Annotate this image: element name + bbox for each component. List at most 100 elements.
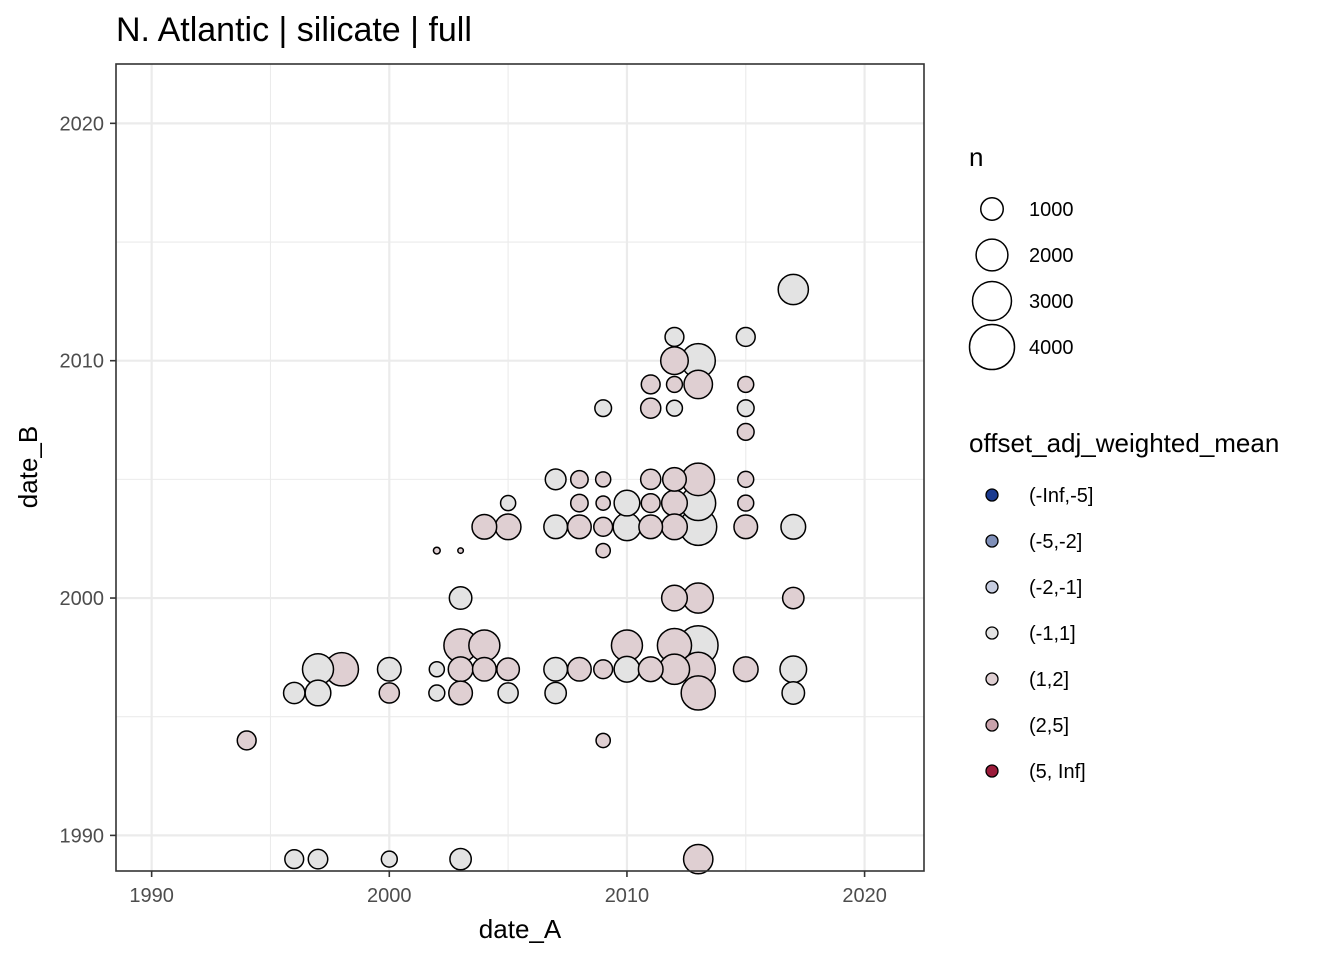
y-axis-ticks: 1990 2000 2010 2020 bbox=[60, 113, 116, 847]
size-legend-label: 4000 bbox=[1029, 337, 1074, 359]
data-point bbox=[660, 513, 689, 541]
color-legend-label: (-1,1] bbox=[1029, 623, 1076, 645]
x-tick-label: 2010 bbox=[605, 885, 650, 907]
data-point bbox=[780, 513, 807, 540]
color-legend: offset_adj_weighted_mean (-Inf,-5] (-5,-2… bbox=[969, 428, 1279, 783]
chart-title: N. Atlantic | silicate | full bbox=[116, 11, 472, 49]
data-point bbox=[566, 514, 592, 540]
data-point bbox=[732, 656, 759, 683]
data-point bbox=[781, 680, 806, 705]
size-legend-key bbox=[971, 280, 1013, 322]
data-point bbox=[777, 273, 810, 306]
data-point bbox=[428, 660, 446, 678]
data-point bbox=[282, 681, 306, 705]
data-point bbox=[595, 542, 612, 559]
color-legend-key bbox=[985, 580, 999, 594]
color-legend-label: (-2,-1] bbox=[1029, 577, 1082, 599]
data-point bbox=[304, 679, 332, 707]
data-point bbox=[595, 495, 612, 511]
data-point bbox=[593, 516, 614, 538]
data-point bbox=[428, 684, 446, 702]
data-point bbox=[471, 656, 497, 682]
size-legend-key bbox=[980, 197, 1004, 221]
data-point bbox=[639, 468, 662, 491]
data-point bbox=[494, 513, 522, 541]
data-point bbox=[736, 399, 755, 418]
data-point bbox=[457, 547, 465, 555]
data-point bbox=[781, 586, 805, 610]
color-legend-label: (-5,-2] bbox=[1029, 531, 1082, 553]
data-point bbox=[544, 681, 568, 705]
data-point bbox=[779, 655, 808, 684]
x-tick-label: 2020 bbox=[842, 885, 887, 907]
panel-background bbox=[116, 64, 924, 871]
data-point bbox=[544, 468, 567, 491]
data-point bbox=[595, 732, 612, 749]
data-point bbox=[640, 374, 661, 395]
data-point bbox=[236, 730, 257, 751]
data-point bbox=[380, 850, 398, 868]
data-point bbox=[683, 369, 714, 400]
y-axis-title: date_B bbox=[13, 426, 43, 508]
data-point bbox=[638, 514, 664, 540]
color-legend-keys: (-Inf,-5] (-5,-2] (-2,-1] (-1,1] (1,2] (2,5] (… bbox=[985, 485, 1093, 783]
data-point bbox=[736, 422, 755, 441]
color-legend-label: (2,5] bbox=[1029, 715, 1069, 737]
data-point bbox=[543, 514, 569, 540]
color-legend-key bbox=[985, 764, 999, 778]
data-point bbox=[680, 675, 717, 711]
x-tick-label: 2000 bbox=[367, 885, 412, 907]
color-legend-key bbox=[985, 626, 999, 640]
data-point bbox=[639, 397, 662, 419]
data-point bbox=[637, 656, 664, 683]
data-point bbox=[448, 586, 473, 611]
data-point bbox=[665, 399, 684, 417]
data-point bbox=[468, 629, 501, 662]
x-axis-title: date_A bbox=[479, 914, 562, 944]
data-point bbox=[543, 656, 569, 682]
major-gridlines bbox=[116, 64, 924, 871]
data-point bbox=[612, 512, 642, 542]
data-point bbox=[613, 489, 641, 517]
data-point bbox=[432, 546, 441, 555]
color-legend-key bbox=[985, 718, 999, 732]
color-legend-label: (1,2] bbox=[1029, 669, 1069, 691]
data-point bbox=[594, 399, 613, 418]
size-legend-label: 2000 bbox=[1029, 245, 1074, 267]
data-point bbox=[735, 326, 756, 348]
x-tick-label: 1990 bbox=[129, 885, 174, 907]
data-point bbox=[660, 584, 689, 612]
data-point bbox=[640, 492, 661, 514]
y-tick-label: 2000 bbox=[60, 588, 105, 610]
data-point bbox=[737, 470, 755, 489]
data-point bbox=[569, 493, 589, 513]
data-point bbox=[307, 848, 329, 870]
minor-gridlines bbox=[116, 64, 924, 871]
size-legend-label: 3000 bbox=[1029, 291, 1074, 313]
data-point bbox=[497, 682, 519, 704]
data-point bbox=[659, 346, 689, 376]
size-legend-key bbox=[968, 323, 1016, 371]
color-legend-key bbox=[985, 488, 999, 502]
size-legend-key bbox=[975, 238, 1009, 272]
data-point bbox=[569, 469, 589, 489]
y-tick-label: 2020 bbox=[60, 113, 105, 135]
data-point bbox=[566, 656, 592, 682]
data-point bbox=[665, 375, 684, 394]
color-legend-key bbox=[985, 534, 999, 548]
data-point bbox=[737, 375, 755, 394]
data-point bbox=[594, 471, 612, 488]
data-point bbox=[737, 494, 755, 512]
data-point bbox=[613, 655, 641, 683]
y-tick-label: 1990 bbox=[60, 825, 105, 847]
data-point bbox=[664, 326, 685, 348]
data-point bbox=[733, 514, 759, 540]
color-legend-key bbox=[985, 672, 999, 686]
color-legend-title: offset_adj_weighted_mean bbox=[969, 428, 1279, 458]
data-point bbox=[593, 659, 614, 680]
data-point bbox=[448, 680, 474, 706]
x-axis-ticks: 1990 2000 2010 2020 bbox=[129, 871, 887, 907]
size-legend-label: 1000 bbox=[1029, 199, 1074, 221]
data-point bbox=[682, 843, 714, 875]
